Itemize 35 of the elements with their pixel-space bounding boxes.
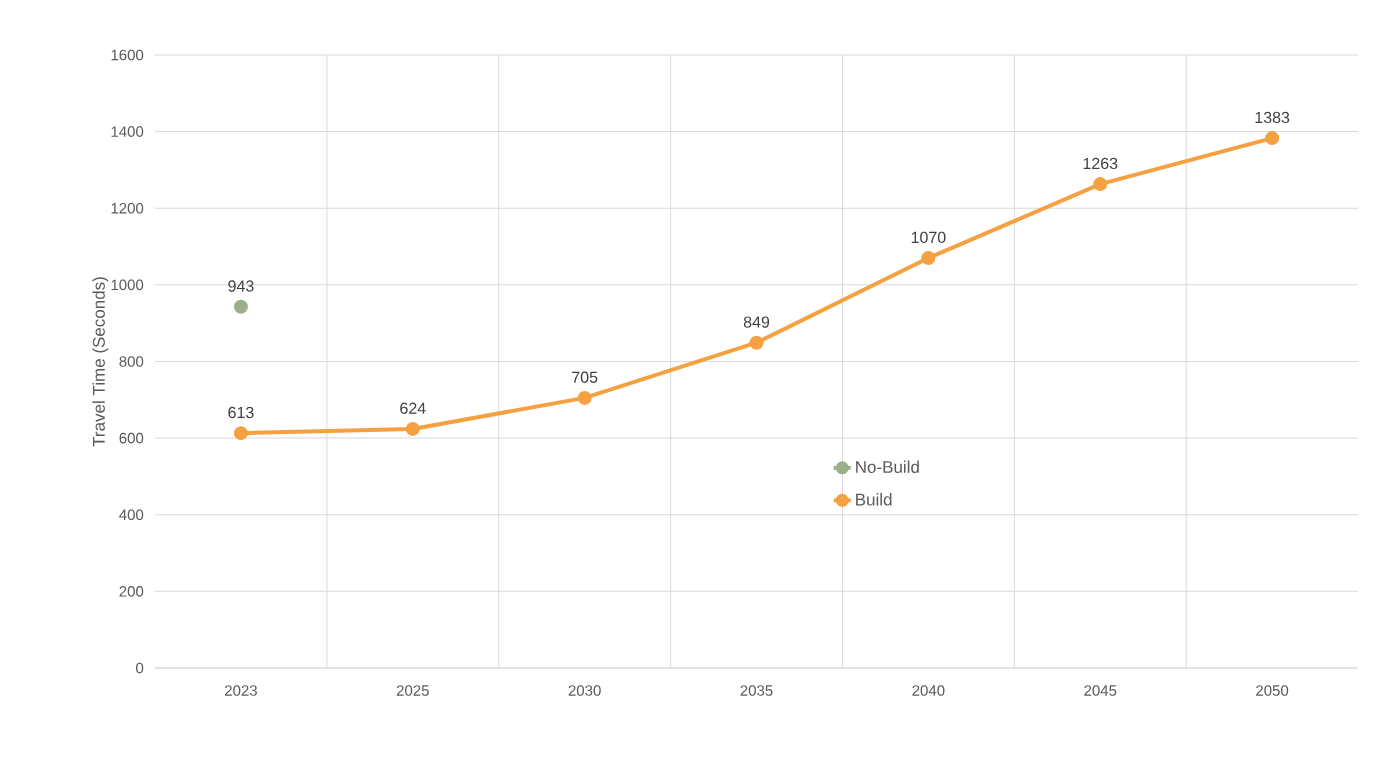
point xyxy=(921,251,936,266)
x-tick-label: 2045 xyxy=(1084,685,1117,696)
x-tick-label: 2030 xyxy=(568,685,601,696)
legend-label: Build xyxy=(856,493,892,506)
y-axis-title: Travel Time (Seconds) xyxy=(92,277,109,447)
legend-label: No-Build xyxy=(856,460,919,474)
data-label: 624 xyxy=(400,402,426,414)
point xyxy=(1265,131,1280,146)
point xyxy=(749,335,764,350)
data-label: 1070 xyxy=(911,231,946,244)
point xyxy=(577,390,592,405)
x-tick-label: 2040 xyxy=(912,685,945,696)
x-tick-label: 2050 xyxy=(1256,685,1289,696)
x-tick-label: 2035 xyxy=(740,685,773,696)
data-label: 849 xyxy=(743,316,770,328)
y-tick-label: 600 xyxy=(119,432,144,444)
y-tick-label: 1200 xyxy=(111,202,144,214)
point xyxy=(233,299,248,314)
data-label: 1263 xyxy=(1083,157,1118,170)
y-tick-label: 1600 xyxy=(111,49,144,61)
point xyxy=(233,426,248,441)
y-tick-label: 400 xyxy=(119,509,144,521)
x-tick-label: 2025 xyxy=(396,685,429,696)
data-label: 1383 xyxy=(1255,111,1290,124)
y-tick-label: 1000 xyxy=(111,279,144,291)
data-label: 943 xyxy=(228,280,254,292)
y-tick-label: 1400 xyxy=(111,126,144,137)
y-tick-label: 800 xyxy=(119,356,144,367)
data-label: 613 xyxy=(228,406,254,419)
data-label: 705 xyxy=(572,371,598,383)
x-tick-label: 2023 xyxy=(225,685,257,696)
point xyxy=(1093,177,1108,192)
point xyxy=(405,421,420,436)
y-tick-label: 0 xyxy=(136,662,144,674)
y-tick-label: 200 xyxy=(119,586,144,597)
